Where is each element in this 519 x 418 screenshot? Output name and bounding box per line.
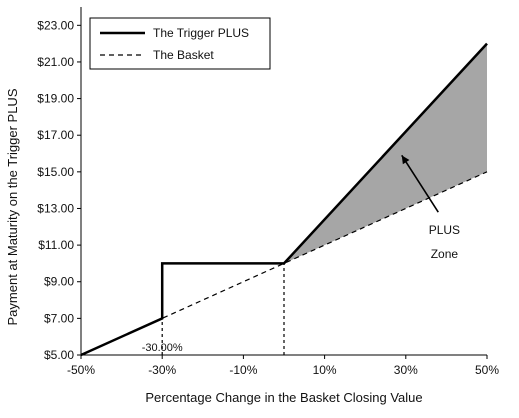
x-tick-label: 30% — [394, 363, 418, 377]
x-axis-title: Percentage Change in the Basket Closing … — [145, 390, 422, 405]
y-tick-label: $23.00 — [37, 18, 74, 32]
zone-label-line1: PLUS — [429, 223, 460, 237]
y-tick-label: $7.00 — [44, 311, 74, 325]
zone-arrow-shaft — [401, 154, 439, 213]
x-tick-label: 50% — [475, 363, 499, 377]
series-line-trigger-plus — [80, 42, 488, 357]
x-tick-label: -30% — [148, 363, 176, 377]
y-tick-label: $17.00 — [37, 128, 74, 142]
x-tick-label: -50% — [67, 363, 95, 377]
x-tick-label: 10% — [313, 363, 337, 377]
x-tick-label: -10% — [229, 363, 257, 377]
legend: The Trigger PLUS The Basket — [89, 17, 271, 70]
y-tick-label: $5.00 — [44, 348, 74, 362]
y-tick-label: $9.00 — [44, 275, 74, 289]
y-tick-label: $19.00 — [37, 92, 74, 106]
plot-area: $5.00 $7.00 $9.00 $11.00 $13.00 $15.00 $17.00 $… — [37, 7, 499, 377]
zone-arrow-head — [401, 155, 410, 165]
y-tick-label: $13.00 — [37, 201, 74, 215]
legend-label-trigger-plus: The Trigger PLUS — [153, 26, 249, 40]
y-tick-label: $15.00 — [37, 165, 74, 179]
trigger-level-label: -30.00% — [142, 342, 183, 354]
y-tick-label: $21.00 — [37, 55, 74, 69]
legend-box — [89, 17, 271, 70]
zone-label-line2: Zone — [431, 247, 459, 261]
y-tick-label: $11.00 — [38, 238, 74, 252]
legend-label-basket: The Basket — [153, 48, 214, 62]
y-axis-title: Payment at Maturity on the Trigger PLUS — [5, 88, 20, 325]
